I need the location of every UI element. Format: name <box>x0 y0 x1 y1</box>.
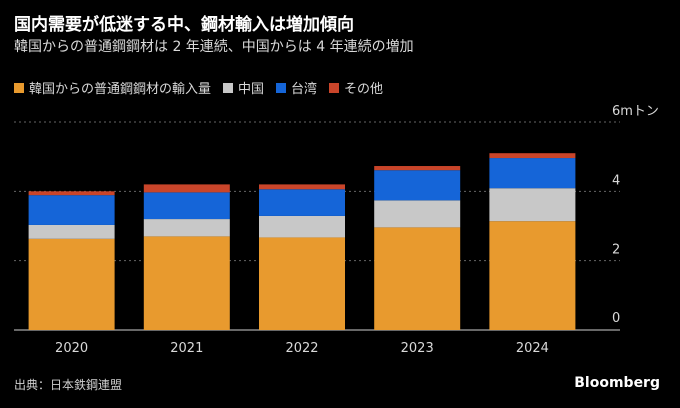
bar-2021-series-3 <box>143 184 230 193</box>
legend-swatch-other <box>329 82 340 93</box>
bar-2021-series-2 <box>143 192 230 220</box>
legend-swatch-korea <box>14 82 24 93</box>
legend-label-other: その他 <box>344 82 384 97</box>
y-tick-label-6: 6mトン <box>612 104 659 119</box>
legend-item-china: 中国 <box>223 78 264 97</box>
bar-2024-series-3 <box>489 153 576 159</box>
legend-label-taiwan: 台湾 <box>291 82 318 97</box>
legend-swatch-taiwan <box>276 82 287 93</box>
legend-label-china: 中国 <box>238 82 265 97</box>
bar-2023-series-2 <box>374 170 461 201</box>
y-tick-label-0: 0 <box>612 311 620 326</box>
bloomberg-logo: Bloomberg <box>574 375 660 391</box>
legend: 韓国からの普通鋼鋼材の輸入量 中国 台湾 その他 <box>14 78 395 97</box>
bar-2023-series-1 <box>374 200 461 228</box>
x-tick-label-2024: 2024 <box>516 341 549 356</box>
bar-2020-series-3 <box>28 191 115 196</box>
x-tick-label-2021: 2021 <box>170 341 203 356</box>
bar-2023-series-3 <box>374 166 461 171</box>
y-tick-label-4: 4 <box>612 173 620 188</box>
bar-2023-series-0 <box>374 227 461 330</box>
legend-swatch-china <box>223 82 234 93</box>
bar-2021-series-0 <box>143 236 230 330</box>
x-tick-label-2023: 2023 <box>401 341 434 356</box>
bar-2021-series-1 <box>143 219 230 237</box>
bar-2024-series-1 <box>489 188 576 222</box>
bar-2020-series-2 <box>28 195 115 225</box>
chart-subtitle: 韓国からの普通鋼鋼材は 2 年連続、中国からは 4 年連続の増加 <box>14 39 414 55</box>
bar-2022-series-0 <box>259 237 345 330</box>
bar-2022-series-1 <box>259 215 345 238</box>
legend-item-other: その他 <box>329 78 383 97</box>
bar-2024-series-0 <box>489 221 576 330</box>
x-tick-label-2020: 2020 <box>55 341 88 356</box>
chart-title: 国内需要が低迷する中、鋼材輸入は増加傾向 <box>14 15 354 35</box>
y-tick-label-2: 2 <box>612 243 620 258</box>
bar-2022-series-2 <box>259 189 345 216</box>
bar-2020-series-0 <box>28 238 115 330</box>
bar-2020-series-1 <box>28 224 115 239</box>
legend-item-taiwan: 台湾 <box>276 78 317 97</box>
legend-label-korea: 韓国からの普通鋼鋼材の輸入量 <box>29 82 212 97</box>
bar-2024-series-2 <box>489 158 576 189</box>
source-note: 出典：日本鉄鋼連盟 <box>14 378 123 392</box>
legend-item-korea: 韓国からの普通鋼鋼材の輸入量 <box>14 78 211 97</box>
x-tick-label-2022: 2022 <box>285 341 318 356</box>
bar-2022-series-3 <box>259 184 345 190</box>
